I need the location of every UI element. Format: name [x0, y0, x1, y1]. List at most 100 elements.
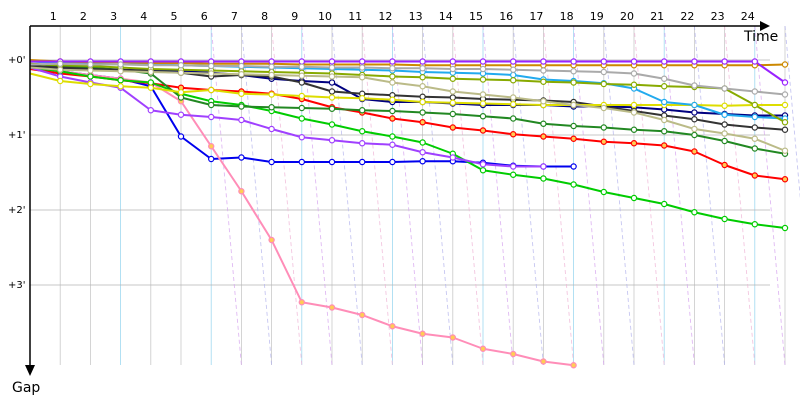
data-point	[751, 88, 759, 95]
data-point	[359, 74, 366, 81]
data-point	[721, 121, 728, 128]
overlap-dash-line	[784, 25, 800, 200]
data-point	[781, 91, 789, 98]
series-line	[29, 62, 786, 155]
data-point	[661, 200, 668, 208]
data-point	[449, 94, 456, 101]
data-point	[359, 311, 366, 319]
data-point	[570, 101, 577, 109]
data-point	[449, 154, 456, 161]
x-tick-label: 10	[318, 10, 332, 23]
overlap-dash-line	[301, 25, 333, 366]
data-point	[328, 79, 336, 86]
data-point	[87, 67, 94, 74]
data-point	[630, 140, 638, 147]
data-point	[238, 154, 245, 161]
data-point	[87, 61, 94, 68]
data-point	[691, 109, 698, 116]
data-point	[177, 69, 185, 76]
x-axis-arrow-icon	[760, 21, 770, 31]
data-point	[600, 138, 608, 145]
data-point	[207, 62, 215, 70]
x-tick-label: 13	[409, 10, 423, 23]
data-point	[630, 109, 638, 116]
data-point	[298, 115, 305, 122]
data-point	[147, 68, 154, 76]
data-point	[510, 94, 517, 101]
data-point	[691, 58, 698, 65]
x-tick-label: 24	[741, 10, 755, 23]
data-point	[661, 128, 668, 135]
data-point	[328, 105, 336, 112]
data-point	[570, 362, 577, 369]
data-point	[540, 98, 547, 105]
data-point	[510, 115, 517, 122]
data-point	[781, 79, 789, 86]
data-point	[751, 221, 759, 228]
overlap-dash-line	[724, 25, 756, 366]
data-point	[328, 64, 336, 71]
data-point	[449, 65, 456, 73]
data-point	[298, 79, 305, 86]
data-point	[449, 88, 456, 95]
data-point	[268, 158, 275, 166]
data-point	[117, 68, 124, 75]
x-tick-label: 11	[348, 10, 362, 23]
data-point	[721, 102, 728, 109]
data-point	[510, 71, 517, 79]
data-point	[721, 58, 728, 65]
series-line	[29, 66, 786, 152]
series-line	[29, 66, 785, 117]
overlap-dash-line	[693, 25, 726, 366]
data-point	[207, 101, 215, 109]
data-point	[419, 58, 426, 65]
overlap-dash-line	[240, 25, 273, 366]
data-point	[389, 133, 396, 140]
data-point	[268, 236, 275, 244]
overlap-dash-line	[512, 25, 544, 366]
series-line	[29, 66, 544, 168]
data-point	[479, 58, 487, 65]
data-point	[328, 73, 336, 80]
data-point	[691, 101, 698, 109]
tick-labels: 1 2 3 4 5 6 7 8 9 10 11 12 13 14 15 16 17 18 19 20 21 22 23 24+…	[8, 10, 755, 291]
series-line	[30, 60, 786, 84]
data-point	[177, 111, 185, 118]
data-point	[600, 104, 608, 112]
data-point	[268, 125, 275, 133]
overlap-dash-line	[361, 25, 393, 366]
x-tick-label: 7	[231, 10, 238, 23]
data-point	[298, 299, 305, 306]
data-point	[661, 83, 668, 90]
data-point	[630, 81, 638, 88]
data-point	[600, 68, 608, 76]
data-point	[419, 83, 426, 90]
x-tick-label: 14	[439, 10, 453, 23]
data-point	[751, 124, 759, 131]
data-point	[751, 145, 759, 152]
data-point	[238, 62, 245, 70]
data-point	[359, 64, 366, 71]
data-point	[238, 71, 245, 78]
data-point	[419, 158, 426, 165]
data-point	[359, 107, 366, 114]
data-point	[721, 161, 728, 169]
data-point	[510, 66, 517, 73]
series-line	[29, 72, 785, 107]
data-point	[570, 122, 577, 130]
data-point	[389, 158, 396, 166]
x-tick-label: 9	[291, 10, 298, 23]
data-point	[540, 133, 547, 140]
data-point	[781, 147, 789, 154]
series-line	[29, 66, 786, 229]
data-point	[238, 116, 245, 124]
data-point	[570, 135, 577, 142]
data-point	[328, 94, 336, 101]
data-point	[721, 85, 728, 92]
data-point	[359, 128, 366, 135]
overlap-dash-line	[452, 25, 484, 366]
data-point	[449, 110, 456, 118]
data-point	[751, 101, 759, 109]
data-point	[540, 120, 547, 127]
data-point	[600, 58, 608, 65]
